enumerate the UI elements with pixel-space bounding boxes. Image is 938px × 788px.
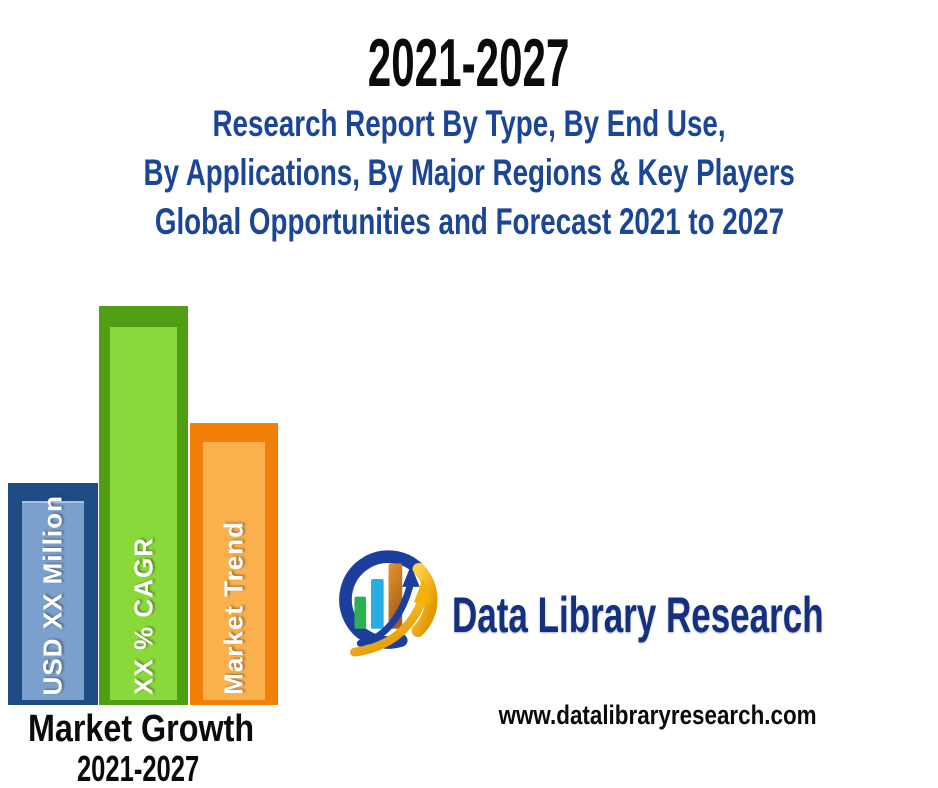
- bar-market-trend: Market Trend: [190, 423, 278, 705]
- chart-caption-period: 2021-2027: [8, 748, 268, 788]
- subtitle-line-1: Research Report By Type, By End Use,: [212, 103, 726, 144]
- subtitle-line: Global Opportunities and Forecast 2021 t…: [0, 197, 938, 246]
- bar-usd-million-fill: [22, 501, 84, 700]
- chart-caption-period-text: 2021-2027: [76, 748, 200, 788]
- subtitle: Research Report By Type, By End Use, By …: [0, 99, 938, 246]
- logo-emblem-icon: [333, 538, 448, 668]
- bar-chart: USD XX Million XX % CAGR Market Trend: [0, 0, 300, 788]
- bar-market-trend-fill: [203, 442, 265, 700]
- bar-usd-million: USD XX Million: [8, 483, 98, 705]
- logo-name: Data Library Research: [452, 587, 824, 643]
- logo-text: Data Library Research: [452, 586, 938, 644]
- website-url-text: www.datalibraryresearch.com: [498, 700, 817, 730]
- website-url: www.datalibraryresearch.com: [455, 700, 860, 731]
- chart-caption-text: Market Growth: [27, 708, 255, 750]
- chart-caption: Market Growth: [8, 708, 268, 751]
- subtitle-line: Research Report By Type, By End Use,: [0, 99, 938, 148]
- page-title: 2021-2027: [0, 24, 938, 102]
- bar-market-trend-label: Market Trend: [218, 521, 249, 695]
- bar-cagr: XX % CAGR: [99, 306, 188, 705]
- subtitle-line: By Applications, By Major Regions & Key …: [0, 148, 938, 197]
- bar-usd-million-label: USD XX Million: [37, 494, 68, 695]
- subtitle-line-2: By Applications, By Major Regions & Key …: [143, 152, 795, 193]
- bar-cagr-fill: [110, 327, 177, 700]
- bar-cagr-label: XX % CAGR: [128, 537, 158, 695]
- subtitle-line-3: Global Opportunities and Forecast 2021 t…: [154, 201, 784, 242]
- page-title-text: 2021-2027: [368, 25, 570, 101]
